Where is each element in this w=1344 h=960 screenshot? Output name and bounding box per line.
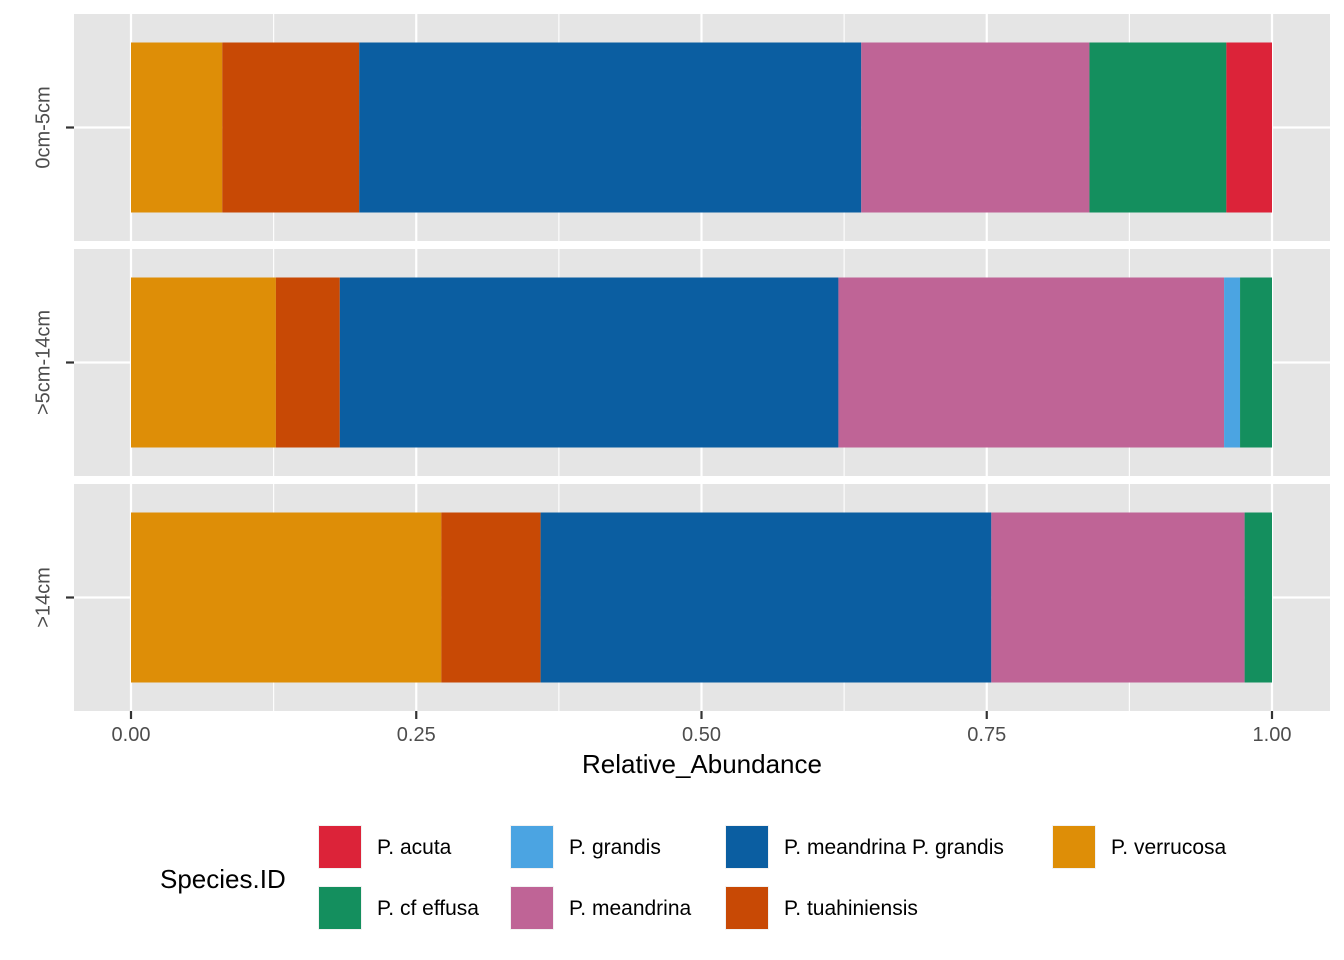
bar-segment-p-meandrina-facet-1 (861, 42, 1090, 213)
bar-segment-p-meandrina-p-grandis-facet-1 (359, 42, 862, 213)
legend-label-p-grandis: P. grandis (569, 836, 661, 859)
bar-segment-p-acuta-facet-1 (1226, 42, 1272, 213)
legend-title: Species.ID (160, 864, 286, 894)
legend-label-p-tuahiniensis: P. tuahiniensis (784, 897, 918, 920)
legend-label-p-verrucosa: P. verrucosa (1111, 836, 1226, 859)
facet-2-label: >5cm-14cm (32, 310, 54, 415)
x-tick-label: 1.00 (1253, 724, 1292, 746)
legend-swatch-p-meandrina-p-grandis (726, 826, 768, 868)
x-tick-label: 0.75 (967, 724, 1006, 746)
x-axis-title: Relative_Abundance (582, 749, 822, 779)
legend-label-p-meandrina: P. meandrina (569, 897, 692, 920)
legend-label-p-acuta: P. acuta (377, 836, 452, 859)
x-tick-label: 0.50 (682, 724, 721, 746)
legend-label-p-meandrina-p-grandis: P. meandrina P. grandis (784, 836, 1004, 859)
bar-segment-p-verrucosa-facet-1 (131, 42, 223, 213)
bar-segment-p-verrucosa-facet-2 (131, 277, 276, 448)
legend-swatch-p-tuahiniensis (726, 887, 768, 929)
bar-segment-p-cf-effusa-facet-1 (1089, 42, 1227, 213)
bar-segment-p-grandis-facet-2 (1224, 277, 1241, 448)
bar-segment-p-tuahiniensis-facet-2 (275, 277, 340, 448)
facet-3-label: >14cm (32, 567, 54, 628)
bar-segment-p-cf-effusa-facet-3 (1244, 512, 1272, 683)
legend-swatch-p-verrucosa (1053, 826, 1095, 868)
bar-segment-p-verrucosa-facet-3 (131, 512, 442, 683)
bar-segment-p-meandrina-p-grandis-facet-2 (339, 277, 839, 448)
legend-swatch-p-cf-effusa (319, 887, 361, 929)
bar-segment-p-cf-effusa-facet-2 (1240, 277, 1272, 448)
facet-1-label: 0cm-5cm (32, 86, 54, 168)
x-tick-label: 0.00 (112, 724, 151, 746)
bar-segment-p-tuahiniensis-facet-3 (441, 512, 541, 683)
bar-segment-p-meandrina-facet-3 (991, 512, 1245, 683)
bar-segment-p-meandrina-p-grandis-facet-3 (540, 512, 992, 683)
legend-label-p-cf-effusa: P. cf effusa (377, 897, 479, 920)
legend-swatch-p-meandrina (511, 887, 553, 929)
bar-segment-p-meandrina-facet-2 (838, 277, 1225, 448)
legend-swatch-p-acuta (319, 826, 361, 868)
x-tick-label: 0.25 (397, 724, 436, 746)
legend-swatch-p-grandis (511, 826, 553, 868)
bar-segment-p-tuahiniensis-facet-1 (222, 42, 360, 213)
